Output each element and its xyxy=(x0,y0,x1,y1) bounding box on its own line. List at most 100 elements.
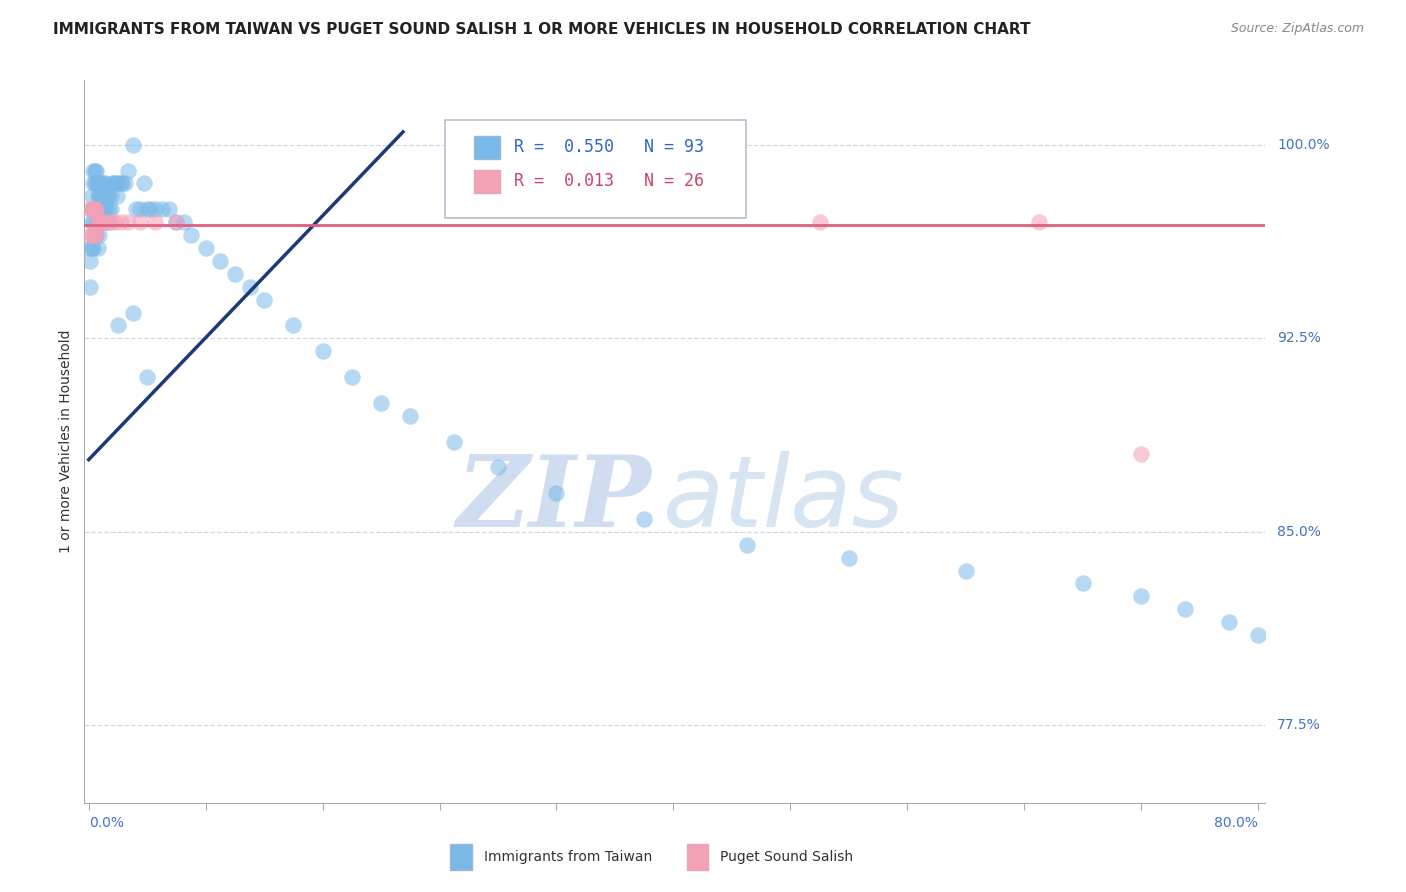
Point xyxy=(90,177,112,191)
Point xyxy=(83,228,105,243)
Text: Source: ZipAtlas.com: Source: ZipAtlas.com xyxy=(1230,22,1364,36)
Point xyxy=(121,137,143,152)
Point xyxy=(89,189,111,203)
Point xyxy=(735,538,758,552)
Point xyxy=(94,177,117,191)
Point xyxy=(82,202,104,217)
Point xyxy=(224,267,246,281)
Point xyxy=(124,202,146,217)
Point xyxy=(83,202,105,217)
Point xyxy=(82,241,104,255)
FancyBboxPatch shape xyxy=(444,120,745,218)
Point xyxy=(101,177,124,191)
Point xyxy=(82,163,104,178)
Text: Puget Sound Salish: Puget Sound Salish xyxy=(720,850,853,864)
Point xyxy=(96,215,118,229)
Point xyxy=(1028,215,1050,229)
Point xyxy=(90,215,112,229)
Point xyxy=(340,370,363,384)
Point xyxy=(87,202,110,217)
Y-axis label: 1 or more Vehicles in Household: 1 or more Vehicles in Household xyxy=(59,330,73,553)
Point xyxy=(111,177,134,191)
Point xyxy=(1130,590,1153,604)
Point xyxy=(370,396,392,410)
Point xyxy=(107,177,129,191)
Point xyxy=(83,177,105,191)
Point xyxy=(100,202,122,217)
Point xyxy=(87,228,110,243)
Point xyxy=(84,163,107,178)
Point xyxy=(486,460,509,475)
Point xyxy=(80,241,103,255)
Point xyxy=(1218,615,1240,630)
FancyBboxPatch shape xyxy=(686,845,709,870)
Point xyxy=(84,202,107,217)
Point xyxy=(93,215,115,229)
Point xyxy=(173,215,195,229)
Point xyxy=(165,215,187,229)
Point xyxy=(838,550,860,565)
Text: R =  0.550   N = 93: R = 0.550 N = 93 xyxy=(515,138,704,156)
Point xyxy=(808,215,831,229)
Point xyxy=(1071,576,1094,591)
Point xyxy=(89,215,111,229)
Point xyxy=(143,215,166,229)
Point xyxy=(117,163,139,178)
Point xyxy=(104,177,127,191)
Point xyxy=(121,305,143,319)
Text: Immigrants from Taiwan: Immigrants from Taiwan xyxy=(484,850,652,864)
Point xyxy=(79,254,101,268)
Point xyxy=(114,177,136,191)
Point xyxy=(180,228,202,243)
Point xyxy=(89,202,111,217)
Point xyxy=(87,189,110,203)
Text: IMMIGRANTS FROM TAIWAN VS PUGET SOUND SALISH 1 OR MORE VEHICLES IN HOUSEHOLD COR: IMMIGRANTS FROM TAIWAN VS PUGET SOUND SA… xyxy=(53,22,1031,37)
Point xyxy=(93,202,115,217)
Point xyxy=(84,228,107,243)
FancyBboxPatch shape xyxy=(474,169,501,193)
Point xyxy=(136,202,159,217)
Point xyxy=(633,512,655,526)
Point xyxy=(399,409,422,423)
Point xyxy=(311,344,333,359)
Point xyxy=(283,318,305,333)
Point xyxy=(104,215,127,229)
Text: atlas: atlas xyxy=(664,450,904,548)
Point xyxy=(84,202,107,217)
Point xyxy=(157,202,180,217)
Point xyxy=(143,202,166,217)
Point xyxy=(90,202,112,217)
Point xyxy=(129,202,152,217)
Point xyxy=(93,189,115,203)
Point xyxy=(82,215,104,229)
Point xyxy=(96,202,118,217)
Point xyxy=(84,215,107,229)
Point xyxy=(82,228,104,243)
Point xyxy=(84,177,107,191)
Point xyxy=(165,215,187,229)
Point xyxy=(83,202,105,217)
FancyBboxPatch shape xyxy=(450,845,472,870)
Point xyxy=(79,202,101,217)
Point xyxy=(955,564,977,578)
Point xyxy=(90,189,112,203)
Text: 77.5%: 77.5% xyxy=(1277,718,1320,732)
Point xyxy=(238,279,260,293)
Point xyxy=(80,215,103,229)
Point xyxy=(1247,628,1270,642)
Point xyxy=(93,177,115,191)
Point xyxy=(84,228,107,243)
Text: 80.0%: 80.0% xyxy=(1215,815,1258,830)
Point xyxy=(97,215,120,229)
Point xyxy=(136,370,159,384)
Point xyxy=(129,215,152,229)
Point xyxy=(87,215,110,229)
Point xyxy=(80,189,103,203)
Text: ZIP: ZIP xyxy=(457,451,651,548)
Point xyxy=(83,228,105,243)
Point xyxy=(94,202,117,217)
Point xyxy=(80,202,103,217)
Point xyxy=(100,189,122,203)
Point xyxy=(87,177,110,191)
Point xyxy=(110,177,132,191)
